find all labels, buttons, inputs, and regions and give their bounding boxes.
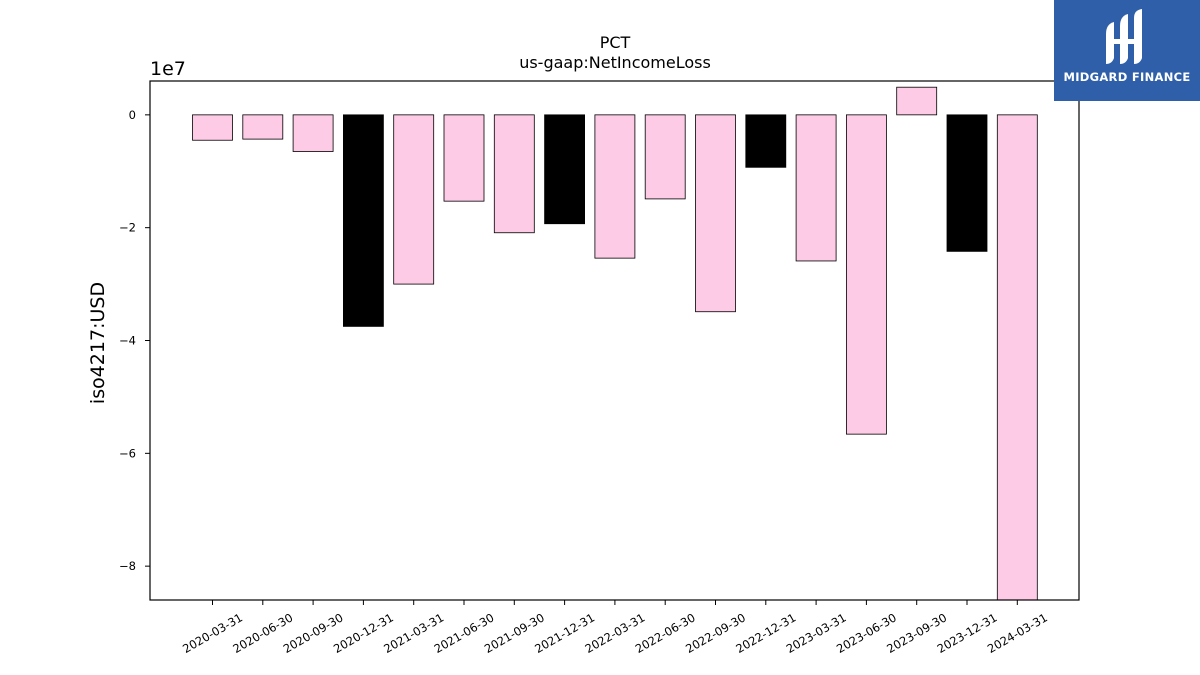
y-tick-label: 0 <box>129 108 136 122</box>
bar-2022-03-31 <box>594 114 636 259</box>
bar-2022-09-30 <box>695 114 736 313</box>
bar-2024-03-31 <box>996 114 1038 601</box>
y-axis-label: iso4217:USD <box>87 282 109 404</box>
y-axis-ticks: 0 −2 −4 −6 −8 <box>119 108 150 573</box>
bar-2022-06-30 <box>644 114 686 200</box>
bar-2021-09-30 <box>493 114 535 234</box>
bar-2021-06-30 <box>443 114 485 202</box>
bar-2020-03-31 <box>192 114 233 141</box>
bars <box>192 86 1038 601</box>
plot-frame <box>149 80 1080 601</box>
bar-2023-06-30 <box>846 114 887 435</box>
midgard-logo-icon <box>1106 9 1142 64</box>
bar-2021-12-31 <box>544 114 585 225</box>
y-tick-label: −8 <box>119 559 136 573</box>
x-axis-ticks: 2020-03-312020-06-302020-09-302020-12-31… <box>180 600 1050 656</box>
bar-2020-09-30 <box>292 114 334 152</box>
bar-2021-03-31 <box>393 114 435 285</box>
y-offset-label: 1e7 <box>150 58 186 80</box>
bar-2023-12-31 <box>946 114 988 252</box>
chart-subtitle: us-gaap:NetIncomeLoss <box>519 53 711 72</box>
bar-2023-03-31 <box>795 114 837 262</box>
bar-2020-12-31 <box>342 114 384 327</box>
bar-2020-06-30 <box>242 114 284 140</box>
y-tick-label: −2 <box>119 221 136 235</box>
brand-logo: MIDGARD FINANCE <box>1054 0 1200 101</box>
chart-title: PCT <box>600 33 631 52</box>
bar-2023-09-30 <box>896 86 938 116</box>
bar-2022-12-31 <box>745 114 787 168</box>
logo-name: MIDGARD FINANCE <box>1063 70 1191 84</box>
y-tick-label: −6 <box>119 446 136 460</box>
y-tick-label: −4 <box>119 334 136 348</box>
